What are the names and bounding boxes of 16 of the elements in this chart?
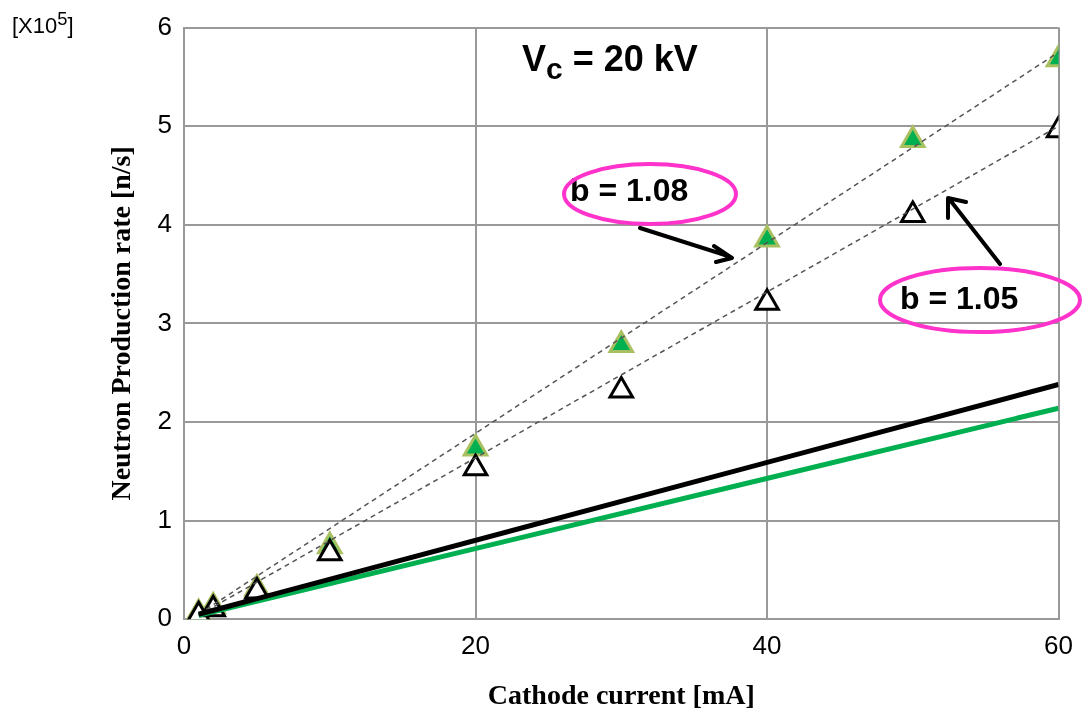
- annotation: b = 1.05: [900, 280, 1019, 317]
- x-tick-label: 40: [752, 629, 782, 660]
- y-tick-label: 3: [157, 306, 173, 337]
- x-tick-label: 20: [461, 629, 491, 660]
- y-tick-label: 5: [157, 109, 173, 140]
- x-axis-title: Cathode current [mA]: [487, 679, 755, 711]
- y-axis-title: Neutron Production rate [n/s]: [105, 146, 137, 501]
- x-tick-label: 0: [176, 629, 192, 660]
- y-tick-label: 0: [157, 602, 173, 633]
- annotation: V$_{c}$ = 20 kV: [522, 38, 698, 87]
- y-tick-label: 4: [157, 207, 173, 238]
- y-tick-label: 6: [157, 10, 173, 41]
- x-tick-label: 60: [1044, 629, 1073, 660]
- y-tick-label: 1: [157, 503, 173, 534]
- text: [X10$^{5}$]: [12, 8, 74, 40]
- y-tick-label: 2: [157, 405, 173, 436]
